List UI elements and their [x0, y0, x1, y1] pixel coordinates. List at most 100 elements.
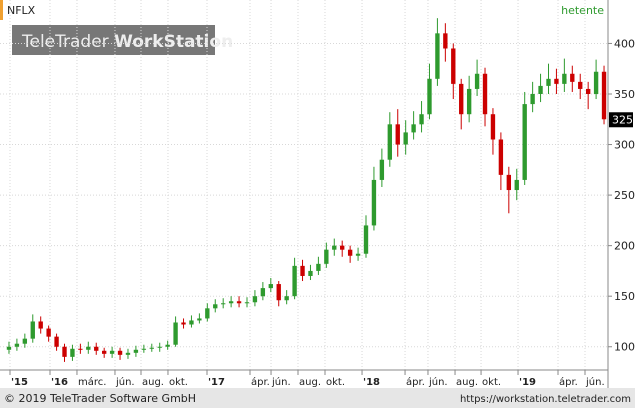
candle-body — [236, 301, 242, 304]
candle-body — [387, 124, 392, 160]
symbol-marker — [0, 0, 3, 20]
x-tick-label: ápr. — [251, 376, 270, 388]
x-tick-label: okt. — [326, 377, 345, 388]
watermark-product: WorkStation — [114, 32, 233, 52]
candle-body — [157, 346, 162, 348]
candle-body — [6, 346, 12, 350]
candle-body — [268, 284, 273, 289]
x-tick-label: aug. — [299, 377, 321, 388]
symbol: NFLX — [7, 4, 36, 17]
candle-body — [340, 245, 345, 250]
candle-body — [94, 346, 99, 351]
candle-body — [125, 352, 131, 355]
candle-body — [459, 83, 464, 115]
candle-body — [30, 321, 35, 339]
candle-body — [292, 265, 297, 297]
candle-body — [252, 296, 258, 303]
candle-body — [435, 33, 440, 79]
x-tick-label: jún. — [115, 376, 135, 388]
x-tick-label: ápr. — [559, 376, 578, 388]
candle-body — [133, 349, 139, 353]
x-tick-label: '19 — [519, 377, 536, 388]
candle-body — [14, 343, 20, 347]
candle-body — [593, 71, 599, 94]
candle-body — [355, 253, 361, 256]
candle-body — [506, 174, 512, 191]
candle-body — [46, 328, 51, 337]
candle-body — [546, 78, 551, 86]
candle-body — [189, 320, 194, 325]
candle-body — [578, 81, 583, 89]
watermark: TeleTrader WorkStation — [21, 32, 233, 52]
candle-body — [284, 296, 289, 301]
candle-body — [221, 303, 226, 305]
candle-body — [173, 322, 178, 345]
candle-body — [149, 347, 154, 349]
x-tick-label: aug. — [456, 377, 478, 388]
candle-body — [490, 114, 496, 140]
candle-body — [276, 284, 281, 301]
y-tick-label: 350 — [614, 88, 635, 101]
candle-body — [347, 249, 353, 256]
candle-body — [411, 124, 416, 133]
candle-body — [213, 304, 218, 309]
candle-body — [498, 139, 504, 175]
candle-body — [22, 338, 28, 344]
candle-body — [228, 301, 234, 304]
candle-body — [101, 350, 107, 354]
last-price-box — [609, 112, 633, 128]
candle-body — [316, 263, 321, 271]
candle-body — [371, 179, 377, 226]
candle-body — [451, 48, 456, 84]
interval: hetente — [561, 4, 604, 17]
candle-body — [585, 88, 591, 94]
last-price: 325 — [612, 113, 633, 126]
x-tick-label: jún. — [271, 376, 291, 388]
candle-body — [300, 265, 305, 276]
candle-body — [562, 73, 567, 84]
candle-body — [554, 78, 559, 84]
y-tick-label: 250 — [614, 189, 635, 202]
candle-body — [570, 73, 575, 82]
candle-body — [379, 159, 385, 180]
x-tick-label: '16 — [51, 377, 68, 388]
candle-body — [419, 114, 424, 125]
url: https://workstation.teletrader.com — [460, 394, 631, 405]
candle-body — [443, 33, 448, 49]
candle-body — [109, 350, 115, 354]
x-tick-label: okt. — [169, 377, 188, 388]
candle-body — [363, 225, 369, 254]
footer-bar — [0, 388, 635, 408]
candle-body — [514, 179, 519, 191]
candle-body — [332, 245, 337, 250]
candle-body — [466, 88, 472, 115]
candle-body — [601, 71, 607, 120]
x-tick-label: jún. — [428, 376, 448, 388]
candle-body — [324, 249, 329, 264]
copyright: © 2019 TeleTrader Software GmbH — [4, 392, 196, 405]
candle-body — [86, 346, 91, 350]
candle-body — [530, 93, 535, 105]
x-tick-label: '17 — [208, 377, 225, 388]
candle-body — [181, 322, 186, 325]
x-tick-label: ápr. — [406, 376, 425, 388]
y-tick-label: 100 — [614, 341, 635, 354]
candle-body — [78, 348, 83, 350]
y-tick-label: 400 — [614, 37, 635, 50]
candle-body — [205, 308, 210, 319]
candle-body — [117, 350, 123, 355]
candle-body — [403, 132, 408, 145]
watermark-box — [12, 25, 215, 55]
candle-body — [38, 321, 43, 329]
candle-body — [395, 124, 400, 145]
candle-body — [62, 346, 67, 357]
candle-body — [244, 302, 250, 304]
candle-body — [522, 104, 527, 180]
candle-body — [165, 344, 170, 347]
candle-body — [260, 288, 266, 297]
x-tick-label: márc. — [78, 376, 106, 388]
watermark-brand: TeleTrader — [21, 32, 109, 52]
candle-body — [308, 270, 313, 276]
